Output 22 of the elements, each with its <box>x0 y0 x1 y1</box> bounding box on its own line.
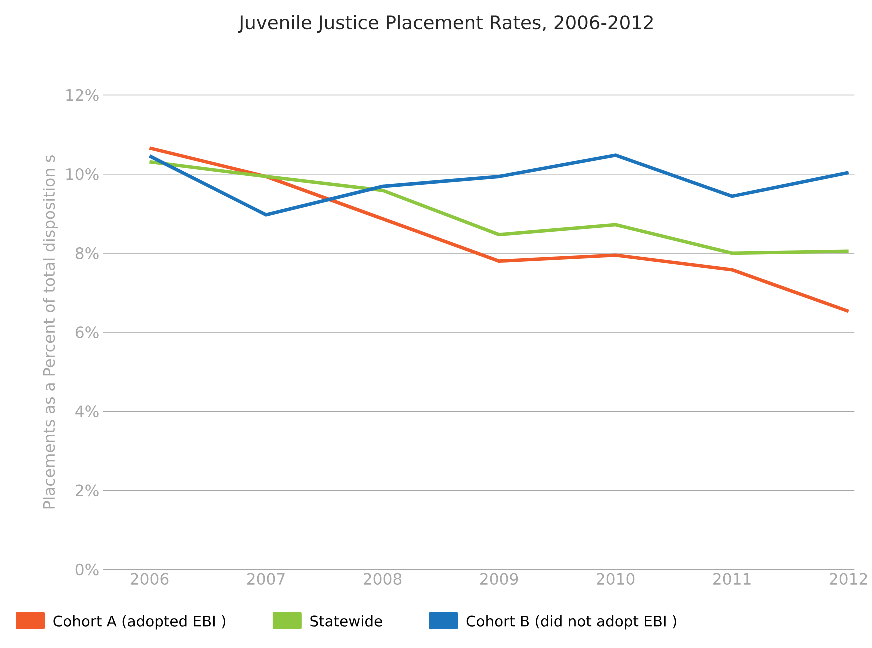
line-series <box>148 160 851 255</box>
line-series <box>148 146 851 314</box>
y-tick-label: 8% <box>76 247 99 260</box>
y-axis-title: Placements as a Percent of total disposition s <box>43 155 58 509</box>
legend-label: Cohort A (adopted EBI ) <box>54 615 226 630</box>
y-tick-label: 4% <box>76 406 99 418</box>
x-tick-label: 2009 <box>480 573 518 585</box>
y-tick-label: 0% <box>76 564 99 576</box>
x-tick-label: 2010 <box>597 573 635 585</box>
chart-title: Juvenile Justice Placement Rates, 2006-2012 <box>238 15 653 33</box>
y-tick-label: 6% <box>76 326 99 338</box>
legend-label: Statewide <box>310 615 382 627</box>
y-tick-label: 12% <box>66 89 99 102</box>
x-tick-label: 2011 <box>714 573 751 585</box>
x-tick-label: 2007 <box>247 573 285 585</box>
y-tick-label: 10% <box>66 168 99 180</box>
y-tick-label: 2% <box>76 484 99 496</box>
x-tick-label: 2008 <box>364 573 402 585</box>
x-tick-label: 2012 <box>830 573 868 585</box>
line-series <box>148 153 851 217</box>
legend-label: Cohort B (did not adopt EBI ) <box>466 615 676 630</box>
x-tick-label: 2006 <box>130 573 169 585</box>
